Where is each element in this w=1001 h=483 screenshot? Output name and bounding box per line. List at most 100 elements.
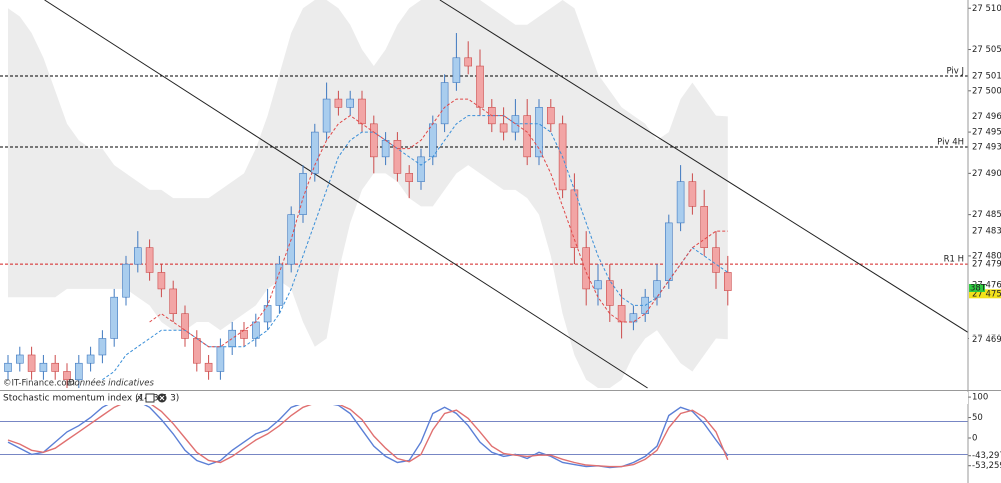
moving-average: [149, 98, 728, 348]
candle-body: [369, 123, 378, 158]
candle-body: [252, 321, 260, 339]
candle-body: [263, 305, 272, 323]
level-tag: 27 479,0: [972, 260, 1001, 270]
channel-line: [439, 0, 968, 333]
end-label: -43,297: [972, 451, 1001, 461]
candle-body: [157, 272, 166, 290]
y-tick-label: 50: [972, 413, 983, 423]
price-tag-bg: [969, 289, 1001, 299]
candle-body: [582, 247, 591, 290]
candle-body: [181, 313, 189, 339]
candle-body: [51, 362, 60, 372]
candle-body: [676, 181, 685, 224]
candle-body: [169, 288, 177, 315]
candle-body: [145, 247, 154, 273]
candle-body: [664, 222, 673, 281]
candle-body: [417, 156, 425, 182]
candle-body: [723, 272, 732, 291]
candle-body: [428, 123, 437, 158]
level-tag-bg: [969, 141, 1001, 152]
candle-body: [712, 247, 720, 273]
price-tag: 27 483,0: [972, 227, 1001, 237]
candle-body: [27, 354, 36, 372]
candle-body: [476, 65, 484, 108]
candle-body: [358, 98, 366, 125]
candle-body: [15, 354, 24, 364]
y-tick-label: 0: [972, 434, 977, 444]
y-tick-label: 27 500: [972, 86, 1001, 96]
candle-body: [110, 296, 118, 339]
candle-body: [594, 280, 602, 290]
candle-body: [499, 123, 508, 133]
candle-body: [629, 313, 638, 323]
watermark-note: Données indicatives: [68, 378, 154, 389]
candle-body: [393, 140, 402, 174]
channel-line: [44, 0, 648, 389]
candle-body: [546, 107, 555, 125]
price-tag: 27 469,9: [972, 335, 1001, 345]
indicator-title: Stochastic momentum index (14 3 5 3): [3, 394, 179, 404]
level-tag: 27 501,8: [972, 71, 1001, 81]
candle-body: [617, 305, 626, 323]
oscillator-line: [7, 405, 729, 469]
price-panel: [0, 0, 968, 389]
candle-body: [193, 338, 201, 364]
oscillator-line: [7, 405, 729, 468]
candle-body: [86, 354, 95, 364]
candle-body: [310, 131, 319, 174]
candle-body: [334, 98, 343, 108]
price-tag: 27 496,9: [972, 112, 1001, 122]
candle-body: [653, 280, 661, 298]
price-tag-bg: [969, 334, 1001, 344]
level-tag-bg: [969, 259, 1001, 270]
level-name: Piv 4H: [937, 137, 964, 147]
candle-body: [122, 263, 130, 298]
candle-body: [4, 362, 12, 372]
y-tick-label: 27 495: [972, 128, 1001, 138]
candle-body: [700, 206, 709, 248]
candle-body: [570, 189, 579, 248]
end-label: -53,259: [972, 461, 1001, 471]
candle-body: [216, 346, 225, 372]
candle-body: [405, 173, 414, 182]
price-tag-bg: [969, 111, 1001, 121]
candle-body: [688, 181, 697, 207]
timer: 38T: [970, 284, 987, 294]
y-tick-label: 27 480: [972, 251, 1001, 261]
toolbar: [0, 392, 968, 404]
candle-body: [63, 371, 71, 381]
candle-body: [75, 362, 83, 381]
moving-average: [102, 115, 729, 381]
edit-icon[interactable]: [135, 393, 143, 403]
level-name: Piv J: [946, 66, 964, 76]
candle-body: [204, 362, 213, 372]
indicator-icons[interactable]: [135, 393, 167, 403]
candle-body: [98, 338, 107, 356]
candle-body: [134, 247, 142, 265]
candle-body: [605, 280, 614, 306]
close-cross: [159, 395, 165, 401]
candle-body: [322, 98, 331, 133]
oscillator-panel: [0, 405, 968, 469]
candle-body: [381, 140, 390, 158]
candle-body: [452, 57, 461, 83]
window-icon[interactable]: [145, 393, 155, 403]
y-tick-label: 100: [972, 393, 988, 403]
candle-body: [346, 98, 355, 108]
timer-bg: [969, 284, 985, 292]
candle-body: [240, 329, 248, 339]
watermark: ©IT-Finance.com: [3, 379, 75, 389]
candle-body: [299, 173, 307, 215]
candle-body: [228, 329, 236, 348]
candle-body: [464, 57, 473, 67]
level-name: R1 H: [944, 255, 964, 265]
axis: 27 501,8 27 493,2 27 479,0 27 510 27 505 27 5…: [968, 4, 1001, 471]
y-tick-label: 27 490: [972, 169, 1001, 179]
price-tag-bg: [969, 226, 1001, 236]
y-tick-label: 27 485: [972, 210, 1001, 220]
price-tag: 27 476,5: [972, 280, 1001, 290]
level-tag-bg: [969, 70, 1001, 81]
candle-body: [275, 263, 284, 306]
candle-body: [440, 82, 449, 125]
y-tick-label: 27 505: [972, 45, 1001, 55]
